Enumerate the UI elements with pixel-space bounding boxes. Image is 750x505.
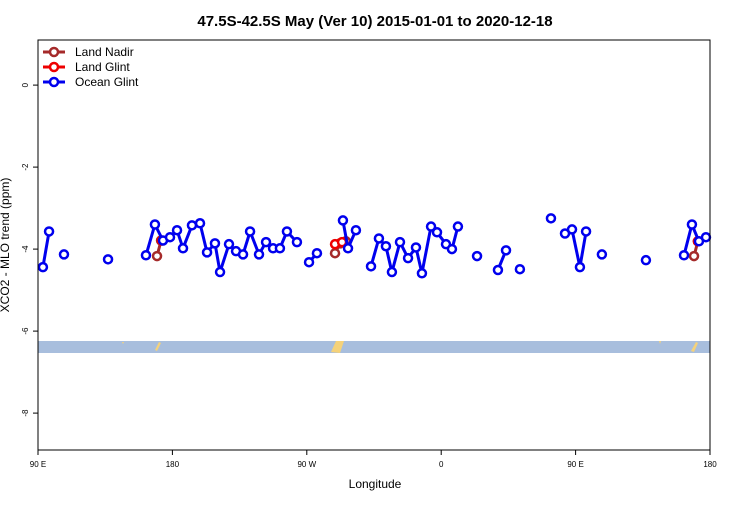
data-point (688, 250, 700, 262)
data-point (431, 227, 443, 238)
data-point (58, 249, 70, 260)
y-tick-label: -4 (21, 245, 30, 253)
data-point (686, 219, 698, 230)
legend-label: Land Glint (75, 60, 130, 74)
data-point (164, 231, 176, 243)
x-tick-label: 90 W (297, 460, 316, 469)
data-point (223, 238, 235, 250)
x-tick-label: 180 (166, 460, 180, 469)
data-point (416, 268, 428, 279)
x-axis-label: Longitude (349, 477, 402, 491)
data-point (186, 220, 198, 231)
data-point (260, 236, 272, 248)
data-point (410, 242, 422, 253)
data-point (329, 247, 341, 259)
data-point (253, 249, 265, 260)
data-point (43, 226, 55, 237)
data-point (177, 243, 189, 254)
data-point (596, 249, 608, 260)
x-tick-label: 180 (703, 460, 717, 469)
ocean-strip (38, 341, 710, 353)
data-point (244, 226, 256, 237)
plot-frame (37, 39, 711, 451)
data-point (171, 224, 183, 236)
data-point (394, 236, 406, 248)
data-point (678, 250, 690, 261)
data-point (140, 250, 152, 261)
plot-layer: 90 E 180 90 W 0 90 E 180 0 -2 -4 -6 -8 (21, 82, 717, 469)
data-point (311, 247, 323, 259)
data-point (151, 250, 163, 262)
land-strip (38, 341, 710, 353)
data-point (402, 252, 414, 264)
data-point (201, 247, 213, 258)
chart-title: 47.5S-42.5S May (Ver 10) 2015-01-01 to 2… (197, 13, 552, 30)
data-point (209, 238, 221, 249)
legend-marker (48, 46, 60, 58)
data-point (274, 243, 286, 254)
data-point (514, 263, 526, 275)
data-point (303, 256, 315, 268)
data-point (291, 236, 303, 248)
data-point (580, 226, 592, 237)
data-point (446, 243, 458, 255)
y-axis-label: XCO2 - MLO trend (ppm) (0, 178, 12, 313)
x-tick-label: 90 E (30, 460, 46, 469)
data-point (640, 254, 652, 266)
data-point (237, 249, 249, 260)
data-point (214, 266, 226, 278)
data-point (452, 221, 464, 232)
data-point (574, 261, 586, 273)
legend-marker (48, 61, 60, 73)
data-point (425, 221, 437, 232)
data-point (545, 213, 557, 224)
data-point (500, 245, 512, 256)
legend-marker (48, 76, 60, 88)
data-point (700, 231, 712, 243)
data-point (380, 240, 392, 252)
y-tick-label: 0 (21, 82, 30, 87)
data-point (281, 226, 293, 237)
data-point (471, 250, 483, 262)
x-tick-label: 90 E (567, 460, 583, 469)
data-point (373, 233, 385, 244)
data-point (342, 243, 354, 254)
data-point (386, 266, 398, 278)
x-tick-label: 0 (439, 460, 444, 469)
legend-label: Ocean Glint (75, 75, 139, 89)
data-point (566, 224, 578, 235)
data-point (365, 261, 377, 272)
data-point (37, 261, 49, 273)
legend-label: Land Nadir (75, 45, 134, 59)
data-point (102, 254, 114, 265)
data-point (492, 264, 504, 276)
data-point (350, 224, 362, 236)
y-tick-label: -8 (21, 409, 30, 417)
y-tick-label: -2 (21, 163, 30, 171)
data-point (337, 215, 349, 226)
data-point (149, 219, 161, 230)
data-point (194, 218, 206, 229)
y-tick-label: -6 (21, 327, 30, 335)
